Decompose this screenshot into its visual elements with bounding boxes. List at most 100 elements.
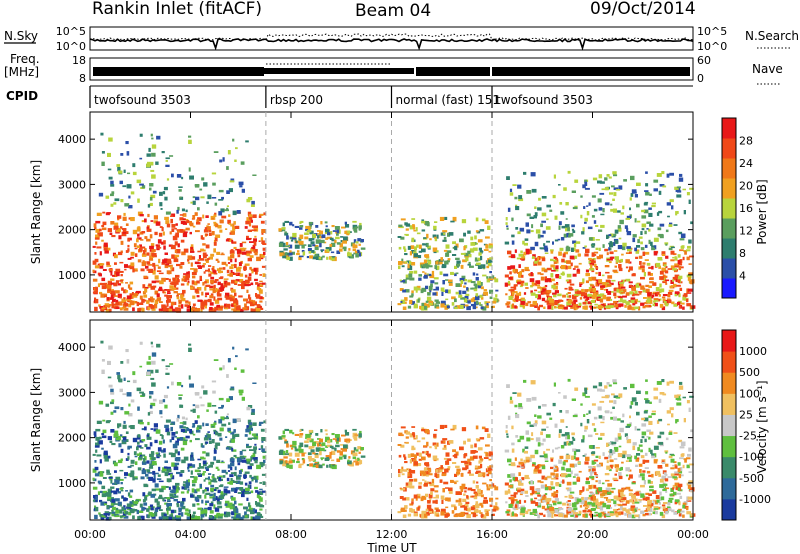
power-cell: [332, 230, 337, 232]
velocity-cell: [352, 428, 357, 431]
power-cell: [415, 289, 418, 293]
velocity-cell: [400, 444, 405, 448]
velocity-cell: [341, 434, 346, 437]
velocity-cell: [252, 382, 257, 384]
power-cell: [517, 272, 521, 274]
power-cell: [294, 244, 300, 249]
velocity-cell: [416, 463, 422, 467]
velocity-cell: [164, 460, 168, 463]
velocity-cell: [654, 507, 659, 510]
velocity-cell: [544, 493, 548, 496]
velocity-cell: [343, 455, 347, 460]
power-cell: [205, 233, 209, 236]
velocity-cell: [670, 487, 674, 492]
velocity-cell: [147, 514, 150, 518]
power-cell: [604, 265, 610, 268]
power-cell: [640, 241, 643, 245]
power-cell: [557, 293, 562, 297]
velocity-cell: [614, 504, 617, 507]
power-cell: [477, 239, 483, 243]
velocity-cell: [639, 491, 642, 494]
power-cell: [209, 288, 214, 291]
power-cell: [465, 257, 469, 262]
velocity-cell: [626, 509, 630, 514]
velocity-cell: [94, 514, 98, 520]
power-cell: [616, 288, 620, 293]
power-cell: [640, 247, 645, 251]
power-cell: [252, 174, 257, 176]
power-cell: [141, 185, 146, 189]
power-cell: [537, 295, 542, 300]
velocity-cell: [622, 487, 625, 491]
velocity-cell: [97, 440, 100, 443]
velocity-cell: [425, 493, 428, 498]
velocity-cell: [119, 388, 123, 393]
power-cell: [521, 297, 525, 301]
velocity-cell: [194, 469, 200, 472]
velocity-cell: [544, 460, 549, 462]
velocity-cell: [183, 427, 189, 429]
power-cell: [95, 241, 98, 245]
velocity-cell: [169, 493, 174, 497]
velocity-cell: [188, 509, 191, 514]
velocity-cell: [461, 483, 466, 488]
power-cell: [190, 249, 194, 251]
power-cell: [151, 308, 156, 311]
power-cell: [289, 252, 293, 256]
power-cell: [289, 236, 294, 240]
power-cell: [572, 230, 576, 233]
power-cell: [92, 270, 97, 274]
velocity-cell: [571, 502, 577, 508]
power-cell: [586, 211, 590, 216]
velocity-cell: [231, 449, 237, 452]
velocity-cell: [427, 453, 431, 457]
power-cell: [584, 245, 587, 248]
power-cell: [452, 241, 456, 245]
power-cell: [517, 184, 522, 189]
velocity-cell: [552, 502, 557, 506]
power-cell: [425, 242, 429, 248]
power-cell: [228, 223, 232, 225]
velocity-cell: [235, 480, 241, 484]
velocity-cell: [334, 434, 340, 438]
velocity-cell: [192, 408, 196, 413]
power-cell: [423, 237, 427, 239]
velocity-cell: [150, 428, 154, 430]
velocity-cell: [178, 397, 182, 400]
power-cell: [416, 255, 422, 259]
power-cell: [677, 190, 682, 193]
power-cell: [127, 238, 130, 242]
power-cell: [130, 191, 135, 195]
power-cell: [647, 292, 651, 297]
power-cell: [505, 303, 510, 306]
power-cell: [186, 282, 189, 286]
power-cell: [94, 258, 99, 263]
velocity-cell: [592, 495, 596, 501]
power-cell: [207, 298, 212, 303]
power-cell: [654, 299, 659, 302]
power-cell: [553, 174, 556, 179]
power-cell: [487, 225, 491, 230]
velocity-cell: [542, 500, 547, 503]
velocity-cell: [461, 427, 467, 432]
power-cell: [162, 231, 165, 236]
velocity-cell: [320, 429, 323, 433]
velocity-cell: [299, 433, 304, 436]
power-cell: [323, 241, 327, 244]
power-cell: [509, 271, 512, 275]
velocity-cell: [158, 466, 161, 472]
power-cell: [399, 226, 404, 229]
velocity-cell: [470, 489, 476, 492]
velocity-cell: [205, 487, 209, 492]
power-cell: [188, 301, 191, 306]
power-cell: [440, 300, 446, 306]
velocity-cell: [450, 480, 455, 483]
velocity-cell: [658, 473, 661, 477]
velocity-cell: [690, 513, 694, 517]
power-cell: [192, 303, 196, 307]
velocity-cell: [309, 438, 314, 443]
velocity-cell: [326, 456, 330, 460]
velocity-cell: [357, 446, 362, 450]
power-cell: [261, 229, 266, 233]
velocity-cell: [214, 514, 219, 518]
